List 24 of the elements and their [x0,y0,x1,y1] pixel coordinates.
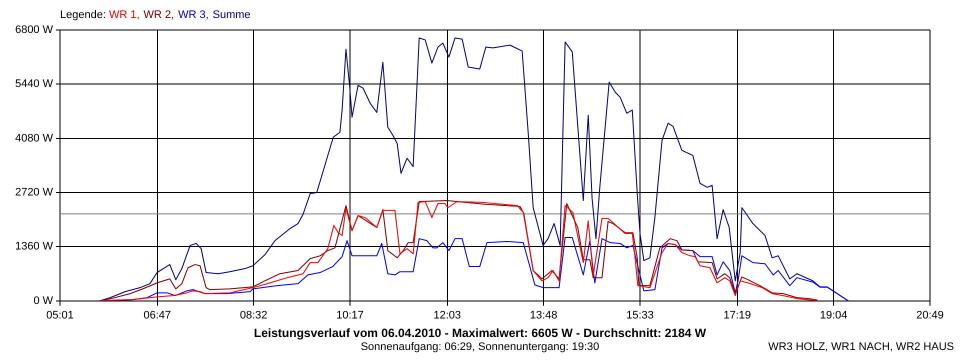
text: WR 3, [178,9,209,21]
y-tick-label: 5440 W [15,78,54,90]
x-tick-label: 17:19 [724,309,752,322]
text: Leistungsverlauf vom 06.04.2010 - Maximalwert: 6605 W - Durchschnitt: 2184 W [252,326,708,340]
text: Summe [212,9,251,21]
text: Sonnenaufgang: 06:29, Sonnenuntergang: 19:30 [360,341,600,353]
x-tick-label: 19:04 [820,309,848,322]
x-tick-label: 06:47 [144,309,172,322]
x-tick-label: 13:48 [530,309,558,322]
y-tick-label: 1360 W [15,240,54,253]
y-tick-label: 0 W [33,294,54,307]
x-tick-label: 10:17 [336,309,364,322]
legend-title: Legende: [60,9,107,21]
y-tick-label: 2720 W [15,186,54,199]
x-tick-label: 15:33 [626,309,654,322]
x-tick-label: 05:01 [46,309,74,322]
text: WR 1, [108,9,140,21]
x-tick-label: 12:03 [434,309,462,322]
x-tick-label: 20:49 [916,309,944,322]
y-tick-label: 4080 W [15,132,54,144]
x-tick-label: 08:32 [240,309,268,322]
text: WR3 HOLZ, WR1 NACH, WR2 HAUS [768,341,954,353]
text: WR 2, [144,9,174,21]
y-tick-label: 6800 W [15,24,54,36]
